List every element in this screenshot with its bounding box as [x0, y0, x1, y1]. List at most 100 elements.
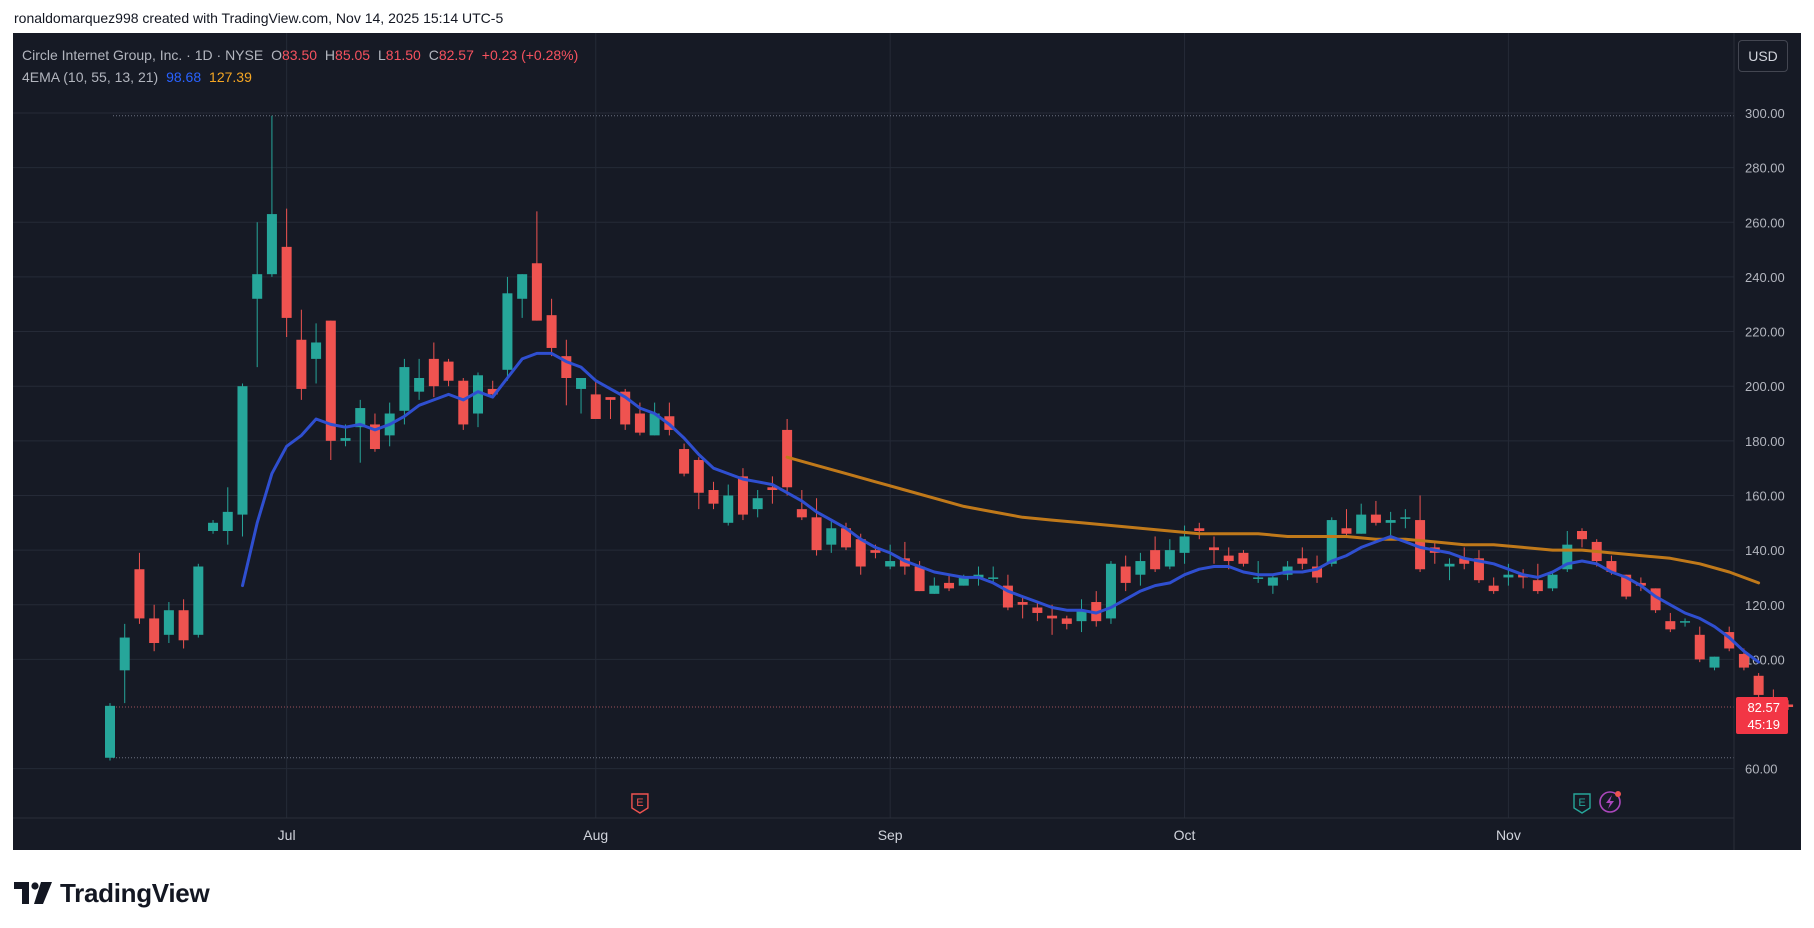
low-label: L: [377, 47, 386, 63]
candle-body: [237, 386, 248, 515]
candle-down: [1415, 495, 1426, 572]
candle-body: [1503, 574, 1514, 578]
candle-up: [1164, 539, 1175, 570]
currency-button[interactable]: USD: [1738, 40, 1788, 72]
candle-body: [841, 528, 851, 548]
earnings-badge: [1573, 793, 1591, 814]
notification-dot: [1615, 791, 1621, 797]
price-tag-bg: [1736, 697, 1788, 735]
candle-down: [1150, 536, 1161, 572]
indicator-row: 4EMA (10, 55, 13, 21) 98.68 127.39: [22, 66, 578, 88]
candle-up: [1680, 618, 1691, 627]
indicator-name[interactable]: 4EMA (10, 55, 13, 21): [22, 69, 159, 85]
candle-up: [1356, 503, 1367, 534]
candle-body: [1783, 704, 1794, 708]
candle-up: [311, 323, 322, 384]
candle-body: [369, 424, 380, 450]
candle-body: [487, 388, 498, 395]
chart-attribution: ronaldomarquez998 created with TradingVi…: [14, 10, 503, 26]
tradingview-logo[interactable]: TradingView: [14, 876, 210, 910]
candle-up: [752, 490, 763, 518]
candle-up: [1547, 571, 1558, 592]
candle-body: [737, 476, 748, 515]
candle-body: [311, 342, 322, 359]
candle-body: [1017, 602, 1028, 605]
candle-down: [1297, 547, 1308, 570]
candle-body: [1223, 555, 1234, 562]
candles: [105, 115, 1794, 761]
price-tick-label: 160.00: [1745, 488, 1785, 503]
high-value: 85.05: [335, 47, 371, 63]
candle-body: [355, 408, 366, 428]
candle-body: [502, 293, 513, 370]
candle-up: [105, 703, 115, 761]
candle-body: [1459, 558, 1470, 564]
candle-down: [325, 320, 336, 460]
candle-body: [914, 566, 925, 592]
time-tick-label: Oct: [1174, 827, 1196, 843]
candle-up: [266, 115, 277, 277]
candle-down: [178, 599, 189, 649]
candle-up: [1400, 509, 1411, 529]
low-value: 81.50: [385, 47, 421, 63]
chart-pane[interactable]: [13, 33, 1801, 850]
candle-down: [590, 380, 601, 419]
candle-down: [1488, 577, 1499, 594]
candle-body: [119, 637, 130, 671]
candle-body: [281, 246, 292, 318]
candle-down: [1650, 588, 1661, 613]
candle-down: [1091, 591, 1102, 627]
candle-body: [1238, 552, 1249, 564]
candle-down: [1120, 555, 1131, 592]
candle-up: [723, 484, 734, 526]
candle-down: [796, 490, 807, 521]
candle-up: [193, 563, 204, 638]
candle-body: [1061, 618, 1072, 624]
tradingview-logo-icon: [14, 882, 52, 904]
candle-body: [723, 495, 734, 523]
price-tick-label: 200.00: [1745, 379, 1785, 394]
candle-down: [428, 342, 439, 398]
candle-down: [281, 208, 292, 338]
candle-body: [428, 358, 439, 387]
candle-body: [870, 550, 881, 553]
candle-body: [1547, 574, 1558, 589]
candle-body: [929, 585, 940, 594]
candle-body: [1341, 528, 1352, 534]
candle-up: [208, 520, 219, 534]
bottom-right-icons: [1599, 791, 1621, 813]
candle-body: [325, 320, 336, 441]
candle-body: [693, 459, 704, 493]
price-tick-label: 220.00: [1745, 325, 1785, 340]
candle-down: [1194, 522, 1205, 540]
candle-body: [1194, 528, 1205, 531]
high-label: H: [324, 47, 336, 63]
earnings-icon[interactable]: E: [631, 793, 649, 814]
candle-body: [885, 561, 896, 567]
candle-body: [1650, 588, 1661, 611]
candle-body: [1400, 517, 1411, 519]
symbol-title[interactable]: Circle Internet Group, Inc. · 1D · NYSE: [22, 47, 264, 63]
candle-down: [487, 380, 498, 398]
lightning-icon[interactable]: [1599, 791, 1621, 813]
lightning-ring: [1599, 791, 1621, 813]
price-tick-label: 300.00: [1745, 106, 1785, 121]
candle-body: [1312, 566, 1323, 578]
candle-down: [1694, 626, 1705, 663]
grid-lines: [13, 33, 1734, 818]
candle-down: [811, 498, 822, 556]
candle-down: [149, 604, 160, 652]
candle-up: [1444, 558, 1455, 581]
earnings-letter: E: [1578, 797, 1585, 809]
candle-down: [1783, 700, 1794, 710]
candle-body: [531, 263, 542, 321]
time-tick-label: Sep: [878, 827, 903, 843]
candle-down: [561, 339, 572, 406]
candle-up: [1267, 574, 1278, 594]
candle-body: [1621, 574, 1632, 597]
earnings-icon[interactable]: E: [1573, 793, 1591, 814]
candle-body: [134, 569, 145, 619]
candle-down: [679, 443, 690, 477]
chart-legend: Circle Internet Group, Inc. · 1D · NYSE …: [22, 44, 578, 88]
